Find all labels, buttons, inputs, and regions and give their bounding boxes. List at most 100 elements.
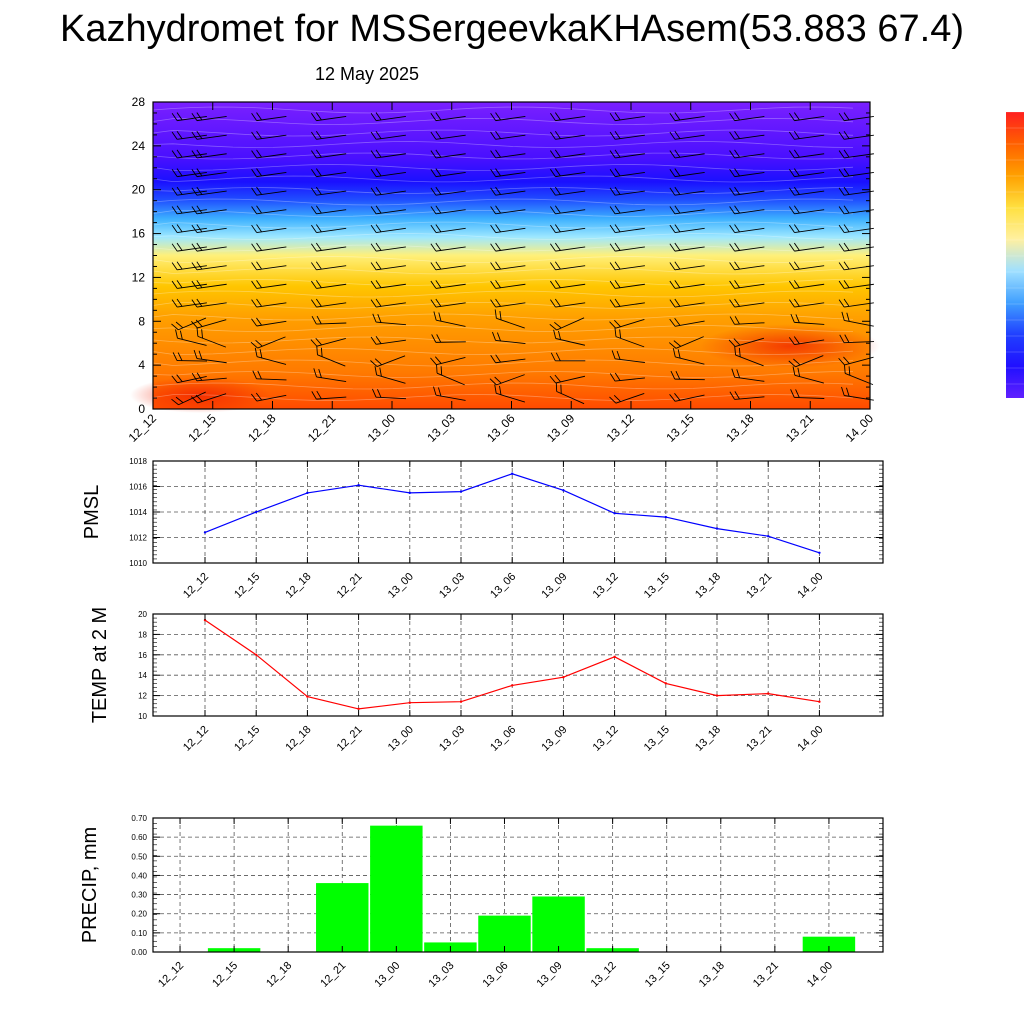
wind-barb bbox=[609, 372, 645, 382]
wind-barb bbox=[430, 149, 466, 159]
y-tick-label: 0.10 bbox=[131, 929, 147, 938]
wind-barb bbox=[838, 186, 874, 196]
x-tick-label: 14_00 bbox=[843, 411, 877, 445]
wind-barb bbox=[844, 364, 874, 386]
y-tick-label: 12 bbox=[138, 692, 147, 701]
wind-barb bbox=[550, 205, 586, 215]
wind-barb bbox=[430, 224, 466, 233]
x-tick-label: 12_21 bbox=[318, 960, 348, 990]
wind-barb bbox=[191, 280, 227, 289]
contour-line bbox=[152, 129, 854, 137]
y-tick-label: 0.00 bbox=[131, 948, 147, 957]
wind-barb bbox=[789, 280, 825, 289]
wind-barb bbox=[251, 298, 287, 308]
wind-barb bbox=[171, 317, 207, 331]
wind-barb bbox=[669, 205, 705, 215]
temp-point bbox=[511, 684, 514, 687]
temp-point bbox=[562, 676, 565, 679]
wind-barb bbox=[171, 261, 207, 271]
temp-point bbox=[203, 618, 207, 622]
wind-barb bbox=[609, 280, 645, 289]
y-tick-label: 0.60 bbox=[131, 833, 147, 842]
y-tick-label: 18 bbox=[138, 630, 147, 639]
x-tick-label: 12_12 bbox=[181, 724, 211, 754]
wind-barb bbox=[372, 313, 406, 326]
y-tick-label: 1014 bbox=[129, 508, 147, 517]
wind-barb bbox=[728, 337, 765, 347]
temp-point bbox=[715, 694, 719, 697]
contour-line bbox=[152, 175, 854, 183]
wind-barb bbox=[372, 388, 407, 400]
contour-line bbox=[152, 141, 854, 148]
wind-barb bbox=[838, 298, 874, 308]
y-tick-label: 20 bbox=[138, 610, 147, 619]
wind-barb bbox=[789, 224, 825, 233]
wind-barb bbox=[838, 131, 874, 140]
wind-barb bbox=[313, 368, 347, 383]
wind-barb bbox=[550, 242, 586, 252]
precip-bar bbox=[802, 936, 856, 952]
wind-barb bbox=[171, 149, 207, 159]
x-tick-label: 12_15 bbox=[210, 960, 240, 990]
wind-barb bbox=[838, 168, 874, 178]
wind-barb bbox=[609, 168, 645, 178]
pmsl-point bbox=[306, 491, 309, 495]
contour-line bbox=[152, 118, 854, 125]
wind-barb bbox=[433, 311, 466, 327]
precip-bar bbox=[370, 825, 423, 952]
wind-barb bbox=[430, 242, 466, 252]
x-tick-label: 12_15 bbox=[232, 571, 262, 601]
wind-barb bbox=[672, 348, 705, 365]
x-tick-label: 13_09 bbox=[539, 571, 569, 601]
wind-barb bbox=[191, 131, 227, 140]
y-tick-label: 1016 bbox=[129, 483, 147, 492]
wind-barb bbox=[729, 131, 765, 140]
x-tick-label: 12_21 bbox=[335, 724, 365, 754]
x-tick-label: 12_21 bbox=[335, 571, 365, 601]
y-tick-label: 1012 bbox=[129, 534, 147, 543]
x-tick-label: 13_00 bbox=[365, 411, 399, 445]
wind-barb bbox=[191, 205, 227, 215]
y-tick-label: 10 bbox=[138, 712, 147, 721]
wind-barb bbox=[251, 149, 287, 159]
y-tick-label: 12 bbox=[132, 270, 146, 284]
wind-barb bbox=[838, 280, 874, 289]
x-tick-label: 12_21 bbox=[305, 411, 339, 445]
wind-barb bbox=[789, 112, 825, 122]
temp-point bbox=[664, 682, 667, 685]
wind-barb bbox=[838, 149, 874, 159]
wind-barb bbox=[430, 356, 466, 366]
precip-bar bbox=[532, 896, 585, 952]
wind-barb bbox=[550, 352, 586, 362]
wind-barb bbox=[191, 372, 227, 382]
wind-barb bbox=[550, 280, 586, 289]
wind-barb bbox=[370, 261, 406, 271]
wind-barb bbox=[490, 205, 526, 215]
wind-barb bbox=[370, 355, 406, 367]
wind-barb bbox=[311, 242, 347, 252]
wind-barb bbox=[430, 205, 466, 215]
wind-barb bbox=[171, 298, 207, 308]
pmsl-point bbox=[459, 490, 463, 493]
wind-barb bbox=[171, 131, 207, 140]
contour-line bbox=[152, 313, 854, 321]
wind-barb bbox=[838, 205, 874, 215]
wind-barb bbox=[251, 261, 287, 271]
x-tick-label: 13_12 bbox=[604, 411, 638, 445]
wind-barb bbox=[669, 149, 705, 159]
wind-barb bbox=[370, 280, 406, 289]
contour-line bbox=[152, 348, 854, 355]
wind-barb bbox=[191, 186, 227, 196]
x-tick-label: 13_12 bbox=[591, 724, 621, 754]
wind-barb bbox=[250, 336, 286, 349]
wind-barb bbox=[729, 261, 765, 271]
y-axis-label: PRECIP, mm bbox=[79, 827, 101, 943]
wind-barb bbox=[489, 374, 525, 386]
y-tick-label: 14 bbox=[138, 671, 147, 680]
wind-barb bbox=[191, 168, 227, 178]
wind-barb bbox=[492, 331, 526, 345]
x-tick-label: 13_03 bbox=[437, 724, 467, 754]
contour-line bbox=[152, 221, 854, 229]
wind-barb bbox=[729, 205, 765, 215]
plot-area bbox=[153, 614, 883, 716]
